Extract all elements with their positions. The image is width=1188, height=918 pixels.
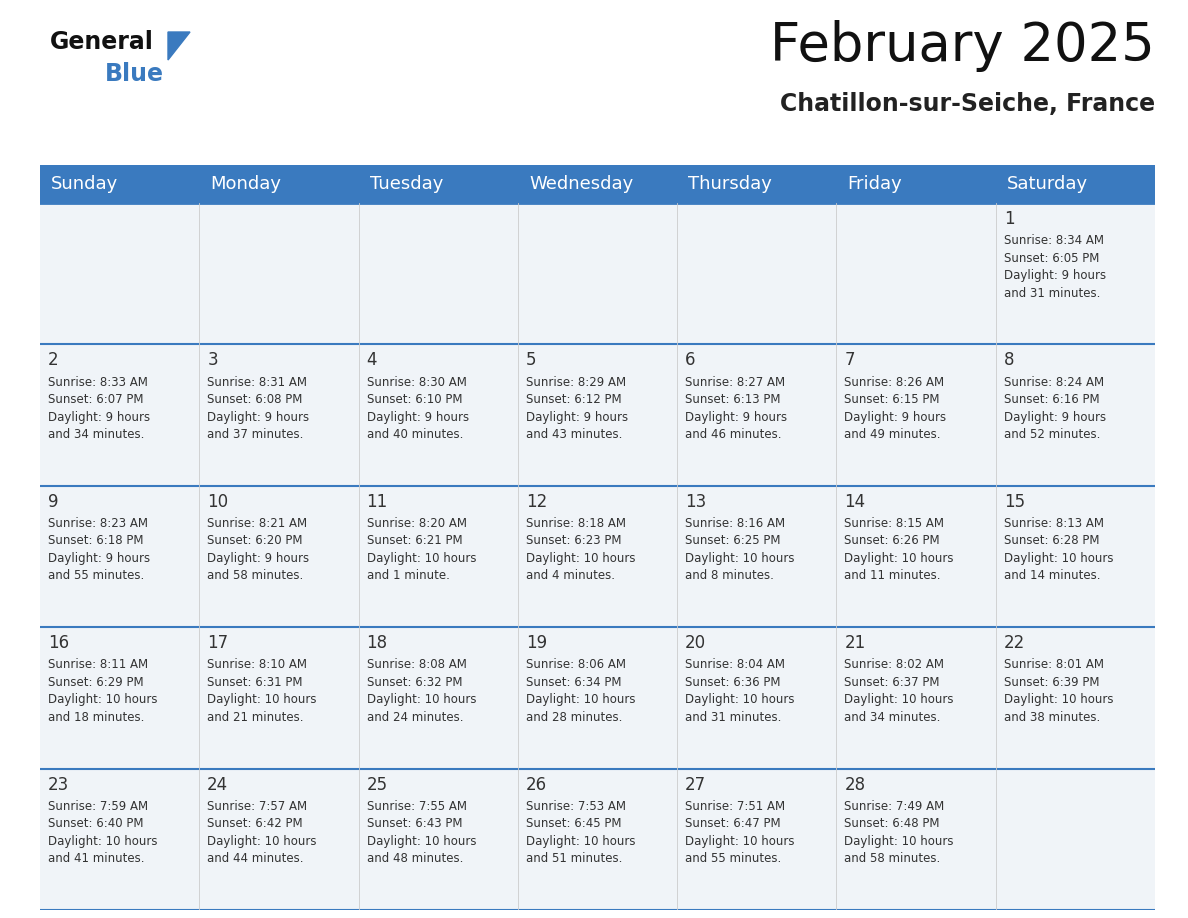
Text: Sunrise: 7:53 AM
Sunset: 6:45 PM
Daylight: 10 hours
and 51 minutes.: Sunrise: 7:53 AM Sunset: 6:45 PM Dayligh… xyxy=(526,800,636,865)
Text: Sunrise: 8:21 AM
Sunset: 6:20 PM
Daylight: 9 hours
and 58 minutes.: Sunrise: 8:21 AM Sunset: 6:20 PM Dayligh… xyxy=(207,517,309,582)
Text: Sunrise: 8:23 AM
Sunset: 6:18 PM
Daylight: 9 hours
and 55 minutes.: Sunrise: 8:23 AM Sunset: 6:18 PM Dayligh… xyxy=(48,517,150,582)
Text: 7: 7 xyxy=(845,352,855,369)
Text: 2: 2 xyxy=(48,352,58,369)
Text: 8: 8 xyxy=(1004,352,1015,369)
Text: 25: 25 xyxy=(367,776,387,794)
Text: 24: 24 xyxy=(207,776,228,794)
Text: 13: 13 xyxy=(685,493,707,511)
Text: Monday: Monday xyxy=(210,175,282,193)
Text: 5: 5 xyxy=(526,352,536,369)
Text: February 2025: February 2025 xyxy=(770,20,1155,72)
Text: 1: 1 xyxy=(1004,210,1015,228)
Text: 23: 23 xyxy=(48,776,69,794)
Text: Sunrise: 8:29 AM
Sunset: 6:12 PM
Daylight: 9 hours
and 43 minutes.: Sunrise: 8:29 AM Sunset: 6:12 PM Dayligh… xyxy=(526,375,628,441)
Text: Wednesday: Wednesday xyxy=(529,175,633,193)
Text: Sunrise: 8:02 AM
Sunset: 6:37 PM
Daylight: 10 hours
and 34 minutes.: Sunrise: 8:02 AM Sunset: 6:37 PM Dayligh… xyxy=(845,658,954,723)
Text: Sunrise: 8:13 AM
Sunset: 6:28 PM
Daylight: 10 hours
and 14 minutes.: Sunrise: 8:13 AM Sunset: 6:28 PM Dayligh… xyxy=(1004,517,1113,582)
Text: Sunrise: 8:27 AM
Sunset: 6:13 PM
Daylight: 9 hours
and 46 minutes.: Sunrise: 8:27 AM Sunset: 6:13 PM Dayligh… xyxy=(685,375,788,441)
Text: 12: 12 xyxy=(526,493,546,511)
Text: Sunrise: 8:01 AM
Sunset: 6:39 PM
Daylight: 10 hours
and 38 minutes.: Sunrise: 8:01 AM Sunset: 6:39 PM Dayligh… xyxy=(1004,658,1113,723)
Text: Sunrise: 8:20 AM
Sunset: 6:21 PM
Daylight: 10 hours
and 1 minute.: Sunrise: 8:20 AM Sunset: 6:21 PM Dayligh… xyxy=(367,517,476,582)
Text: 26: 26 xyxy=(526,776,546,794)
Text: Sunrise: 8:31 AM
Sunset: 6:08 PM
Daylight: 9 hours
and 37 minutes.: Sunrise: 8:31 AM Sunset: 6:08 PM Dayligh… xyxy=(207,375,309,441)
Text: 16: 16 xyxy=(48,634,69,653)
Text: 22: 22 xyxy=(1004,634,1025,653)
Text: 27: 27 xyxy=(685,776,706,794)
Polygon shape xyxy=(168,32,190,60)
Text: 15: 15 xyxy=(1004,493,1025,511)
Text: Sunrise: 8:33 AM
Sunset: 6:07 PM
Daylight: 9 hours
and 34 minutes.: Sunrise: 8:33 AM Sunset: 6:07 PM Dayligh… xyxy=(48,375,150,441)
Text: 11: 11 xyxy=(367,493,387,511)
Text: Sunrise: 8:18 AM
Sunset: 6:23 PM
Daylight: 10 hours
and 4 minutes.: Sunrise: 8:18 AM Sunset: 6:23 PM Dayligh… xyxy=(526,517,636,582)
Text: Chatillon-sur-Seiche, France: Chatillon-sur-Seiche, France xyxy=(779,92,1155,116)
Text: 17: 17 xyxy=(207,634,228,653)
Text: Saturday: Saturday xyxy=(1007,175,1088,193)
Text: Sunrise: 7:55 AM
Sunset: 6:43 PM
Daylight: 10 hours
and 48 minutes.: Sunrise: 7:55 AM Sunset: 6:43 PM Dayligh… xyxy=(367,800,476,865)
Text: 4: 4 xyxy=(367,352,377,369)
Text: Sunrise: 8:10 AM
Sunset: 6:31 PM
Daylight: 10 hours
and 21 minutes.: Sunrise: 8:10 AM Sunset: 6:31 PM Dayligh… xyxy=(207,658,317,723)
Text: Tuesday: Tuesday xyxy=(369,175,443,193)
Text: Sunrise: 7:59 AM
Sunset: 6:40 PM
Daylight: 10 hours
and 41 minutes.: Sunrise: 7:59 AM Sunset: 6:40 PM Dayligh… xyxy=(48,800,158,865)
Text: Sunrise: 8:30 AM
Sunset: 6:10 PM
Daylight: 9 hours
and 40 minutes.: Sunrise: 8:30 AM Sunset: 6:10 PM Dayligh… xyxy=(367,375,468,441)
Text: Sunrise: 8:16 AM
Sunset: 6:25 PM
Daylight: 10 hours
and 8 minutes.: Sunrise: 8:16 AM Sunset: 6:25 PM Dayligh… xyxy=(685,517,795,582)
Text: 14: 14 xyxy=(845,493,866,511)
Text: 9: 9 xyxy=(48,493,58,511)
Text: Sunrise: 8:04 AM
Sunset: 6:36 PM
Daylight: 10 hours
and 31 minutes.: Sunrise: 8:04 AM Sunset: 6:36 PM Dayligh… xyxy=(685,658,795,723)
Text: 6: 6 xyxy=(685,352,696,369)
Text: 19: 19 xyxy=(526,634,546,653)
Text: 10: 10 xyxy=(207,493,228,511)
Text: Sunrise: 7:51 AM
Sunset: 6:47 PM
Daylight: 10 hours
and 55 minutes.: Sunrise: 7:51 AM Sunset: 6:47 PM Dayligh… xyxy=(685,800,795,865)
Text: Sunrise: 8:24 AM
Sunset: 6:16 PM
Daylight: 9 hours
and 52 minutes.: Sunrise: 8:24 AM Sunset: 6:16 PM Dayligh… xyxy=(1004,375,1106,441)
Text: Sunrise: 8:11 AM
Sunset: 6:29 PM
Daylight: 10 hours
and 18 minutes.: Sunrise: 8:11 AM Sunset: 6:29 PM Dayligh… xyxy=(48,658,158,723)
Text: 3: 3 xyxy=(207,352,217,369)
Text: Sunrise: 8:06 AM
Sunset: 6:34 PM
Daylight: 10 hours
and 28 minutes.: Sunrise: 8:06 AM Sunset: 6:34 PM Dayligh… xyxy=(526,658,636,723)
Text: Sunrise: 8:15 AM
Sunset: 6:26 PM
Daylight: 10 hours
and 11 minutes.: Sunrise: 8:15 AM Sunset: 6:26 PM Dayligh… xyxy=(845,517,954,582)
Text: Sunrise: 8:08 AM
Sunset: 6:32 PM
Daylight: 10 hours
and 24 minutes.: Sunrise: 8:08 AM Sunset: 6:32 PM Dayligh… xyxy=(367,658,476,723)
Text: 18: 18 xyxy=(367,634,387,653)
Text: General: General xyxy=(50,30,154,54)
Text: Sunday: Sunday xyxy=(51,175,119,193)
Text: 20: 20 xyxy=(685,634,706,653)
Text: 28: 28 xyxy=(845,776,866,794)
Text: Thursday: Thursday xyxy=(688,175,772,193)
Text: Sunrise: 8:34 AM
Sunset: 6:05 PM
Daylight: 9 hours
and 31 minutes.: Sunrise: 8:34 AM Sunset: 6:05 PM Dayligh… xyxy=(1004,234,1106,299)
Text: Sunrise: 7:57 AM
Sunset: 6:42 PM
Daylight: 10 hours
and 44 minutes.: Sunrise: 7:57 AM Sunset: 6:42 PM Dayligh… xyxy=(207,800,317,865)
Text: Friday: Friday xyxy=(847,175,903,193)
Text: Blue: Blue xyxy=(105,62,164,86)
Text: 21: 21 xyxy=(845,634,866,653)
Text: Sunrise: 8:26 AM
Sunset: 6:15 PM
Daylight: 9 hours
and 49 minutes.: Sunrise: 8:26 AM Sunset: 6:15 PM Dayligh… xyxy=(845,375,947,441)
Text: Sunrise: 7:49 AM
Sunset: 6:48 PM
Daylight: 10 hours
and 58 minutes.: Sunrise: 7:49 AM Sunset: 6:48 PM Dayligh… xyxy=(845,800,954,865)
